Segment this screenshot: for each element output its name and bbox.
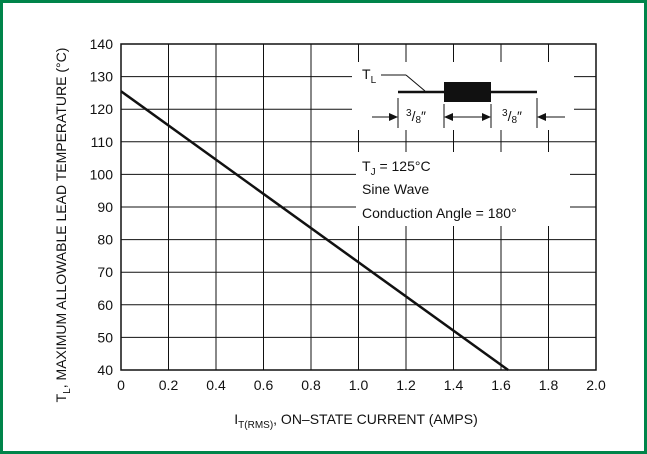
- lead-label-symbol: T: [362, 66, 371, 82]
- x-tick-label: 0.2: [159, 377, 179, 393]
- series-lines: [120, 90, 509, 372]
- dim-arrowhead-body-left: [444, 113, 453, 121]
- x-tick-labels: 0 0.2 0.4 0.6 0.8 1.0 1.2 1.4 1.6 1.8 2.0: [117, 377, 606, 393]
- y-tick-label: 70: [97, 264, 113, 280]
- dim-arrowhead-right-outer: [537, 113, 546, 121]
- series-line: [120, 90, 509, 372]
- y-tick-label: 80: [97, 232, 113, 248]
- dim-right-den: 8: [511, 115, 517, 126]
- x-tick-label: 1.6: [491, 377, 511, 393]
- y-tick-label: 130: [90, 69, 114, 85]
- y-tick-label: 140: [90, 36, 114, 52]
- lead-package-diagram: TL 3/8″ 3/8″: [352, 62, 574, 130]
- x-tick-label: 0.6: [254, 377, 274, 393]
- y-tick-label: 60: [97, 297, 113, 313]
- y-axis-label-subscript: L: [62, 388, 73, 394]
- y-axis-label: TL, MAXIMUM ALLOWABLE LEAD TEMPERATURE (…: [53, 48, 73, 403]
- x-tick-label: 0.4: [206, 377, 226, 393]
- test-conditions: TJ = 125°C Sine Wave Conduction Angle = …: [356, 152, 570, 226]
- x-axis-label-symbol: I: [234, 411, 238, 427]
- x-tick-label: 1.0: [349, 377, 369, 393]
- y-tick-label: 90: [97, 199, 113, 215]
- tj-symbol: T: [362, 158, 371, 174]
- waveform-label: Sine Wave: [362, 181, 429, 197]
- y-tick-labels: 40 50 60 70 80 90 100 110 120 130 140: [90, 36, 114, 378]
- x-axis-label-subscript: T(RMS): [238, 420, 273, 431]
- dim-right-slash: /: [508, 108, 512, 124]
- x-tick-label: 2.0: [586, 377, 606, 393]
- y-tick-label: 40: [97, 362, 113, 378]
- lead-label-subscript: L: [371, 75, 377, 86]
- y-axis-label-symbol: T: [53, 393, 69, 402]
- x-tick-label: 0.8: [301, 377, 321, 393]
- conditions-background: [356, 152, 570, 226]
- dim-left-slash: /: [412, 108, 416, 124]
- y-tick-label: 110: [91, 134, 114, 150]
- conduction-angle-label: Conduction Angle = 180°: [362, 205, 517, 221]
- tj-text: = 125°C: [376, 158, 431, 174]
- y-tick-label: 120: [90, 101, 114, 117]
- dim-right-unit: ″: [517, 108, 522, 124]
- y-tick-label: 100: [90, 166, 114, 182]
- dim-arrowhead-left-outer: [389, 113, 398, 121]
- dim-right-num: 3: [502, 108, 508, 119]
- dim-left-num: 3: [406, 108, 412, 119]
- x-tick-label: 1.8: [539, 377, 559, 393]
- dim-label-right: 3/8″: [502, 108, 522, 126]
- plot-area-border: [120, 43, 597, 371]
- x-axis-label: IT(RMS), ON–STATE CURRENT (AMPS): [234, 411, 477, 431]
- y-axis-label-text: , MAXIMUM ALLOWABLE LEAD TEMPERATURE (°C…: [53, 48, 69, 389]
- component-body: [444, 82, 491, 102]
- tj-subscript: J: [371, 167, 376, 178]
- y-tick-label: 50: [97, 329, 113, 345]
- dim-left-den: 8: [415, 115, 421, 126]
- x-tick-label: 0: [117, 377, 125, 393]
- x-tick-label: 1.2: [396, 377, 416, 393]
- lead-label: TL: [362, 66, 377, 86]
- dim-label-left: 3/8″: [406, 108, 426, 126]
- x-tick-label: 1.4: [444, 377, 464, 393]
- lead-label-leader-diagonal: [405, 74, 426, 92]
- dim-arrowhead-body-right: [482, 113, 491, 121]
- dim-left-unit: ″: [421, 108, 426, 124]
- junction-temp-label: TJ = 125°C: [362, 158, 431, 178]
- x-axis-label-text: , ON–STATE CURRENT (AMPS): [273, 411, 478, 427]
